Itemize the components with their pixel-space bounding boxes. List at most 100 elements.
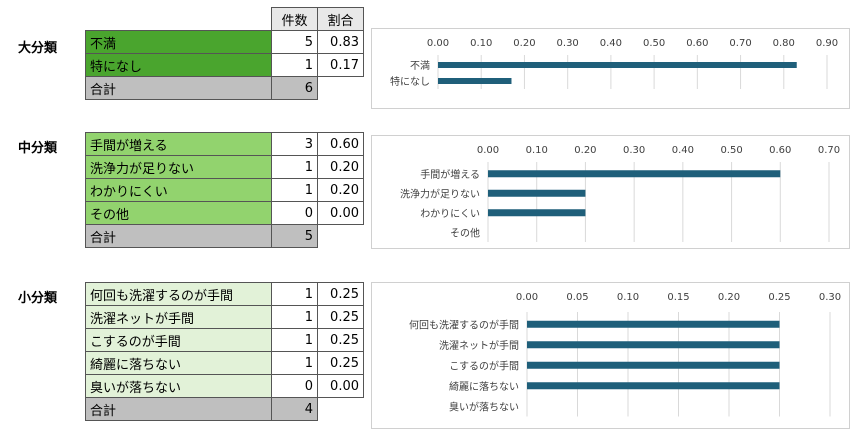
tick-label: 0.20	[513, 38, 535, 49]
ratio-cell[interactable]: 0.60	[317, 132, 364, 156]
category-name-cell[interactable]: その他	[85, 201, 272, 225]
category-label: 特になし	[390, 76, 430, 88]
total-count-cell[interactable]: 6	[271, 76, 318, 100]
category-label: その他	[450, 226, 480, 239]
tick-label: 0.30	[819, 292, 841, 303]
total-count-cell[interactable]: 4	[271, 397, 318, 421]
ratio-cell[interactable]: 0.25	[317, 351, 364, 375]
bar	[438, 78, 512, 84]
small-category-label: 小分類	[18, 291, 58, 306]
category-label: 洗浄力が足りない	[400, 187, 480, 200]
header-row: 件数 割合	[86, 7, 364, 31]
category-name-cell[interactable]: 洗濯ネットが手間	[85, 305, 272, 329]
ratio-cell[interactable]: 0.25	[317, 305, 364, 329]
tick-label: 0.20	[574, 145, 596, 156]
count-cell[interactable]: 1	[271, 351, 318, 375]
category-name-cell[interactable]: わかりにくい	[85, 178, 272, 202]
count-header[interactable]: 件数	[271, 7, 318, 31]
count-cell[interactable]: 1	[271, 178, 318, 202]
small-category-bar-chart: 0.00 0.05 0.10 0.15 0.20 0.25 0.30 何回も洗濯するのが手間洗…	[409, 292, 841, 417]
total-label-cell[interactable]: 合計	[85, 224, 272, 248]
count-cell[interactable]: 0	[271, 201, 318, 225]
count-cell[interactable]: 3	[271, 132, 318, 156]
tick-label: 0.90	[816, 38, 838, 49]
table-row: 何回も洗濯するのが手間 1 0.25	[85, 282, 364, 306]
total-count-cell[interactable]: 5	[271, 224, 318, 248]
count-cell[interactable]: 0	[271, 374, 318, 398]
tick-label: 0.40	[600, 38, 622, 49]
tick-label: 0.10	[470, 38, 492, 49]
bar	[488, 209, 586, 217]
tick-label: 0.05	[566, 292, 588, 303]
bar	[438, 62, 797, 68]
count-cell[interactable]: 1	[271, 53, 318, 77]
tick-label: 0.30	[623, 145, 645, 156]
table-row: こするのが手間 1 0.25	[85, 328, 364, 352]
tick-label: 0.10	[617, 292, 639, 303]
total-row: 合計 4	[85, 397, 364, 421]
ratio-cell[interactable]: 0.25	[317, 282, 364, 306]
count-cell[interactable]: 5	[271, 30, 318, 54]
tick-label: 0.00	[427, 38, 449, 49]
tick-label: 0.50	[643, 38, 665, 49]
large-category-table: 件数 割合 不満 5 0.83 特になし 1 0.17 合計 6	[85, 7, 364, 100]
tick-label: 0.20	[718, 292, 740, 303]
ratio-cell[interactable]: 0.20	[317, 178, 364, 202]
large-category-chart[interactable]: 0.00 0.10 0.20 0.30 0.40 0.50 0.60 0.70 0.80 0.90…	[371, 28, 850, 109]
category-label: こするのが手間	[449, 359, 519, 372]
tick-label: 0.40	[672, 145, 694, 156]
ratio-cell[interactable]: 0.17	[317, 53, 364, 77]
category-label: 綺麗に落ちない	[449, 380, 519, 393]
table-row: 臭いが落ちない 0 0.00	[85, 374, 364, 398]
empty-cell	[318, 398, 364, 421]
count-cell[interactable]: 1	[271, 305, 318, 329]
ratio-cell[interactable]: 0.20	[317, 155, 364, 179]
category-name-cell[interactable]: 綺麗に落ちない	[85, 351, 272, 375]
bar	[488, 189, 586, 197]
tick-label: 0.70	[729, 38, 751, 49]
bar	[527, 341, 780, 349]
category-name-cell[interactable]: 何回も洗濯するのが手間	[85, 282, 272, 306]
ratio-cell[interactable]: 0.00	[317, 201, 364, 225]
category-name-cell[interactable]: こするのが手間	[85, 328, 272, 352]
category-label: 何回も洗濯するのが手間	[409, 318, 519, 331]
bar	[527, 361, 780, 369]
tick-label: 0.70	[818, 145, 840, 156]
category-name-cell[interactable]: 特になし	[85, 53, 272, 77]
middle-category-bar-chart: 0.00 0.10 0.20 0.30 0.40 0.50 0.60 0.70 手間が増える洗浄…	[400, 145, 840, 242]
small-category-chart[interactable]: 0.00 0.05 0.10 0.15 0.20 0.25 0.30 何回も洗濯するのが手間洗…	[371, 282, 850, 429]
count-cell[interactable]: 1	[271, 328, 318, 352]
total-label-cell[interactable]: 合計	[85, 76, 272, 100]
table-row: 不満 5 0.83	[85, 30, 364, 54]
tick-label: 0.00	[477, 145, 499, 156]
tick-label: 0.25	[768, 292, 790, 303]
category-name-cell[interactable]: 手間が増える	[85, 132, 272, 156]
empty-cell	[318, 225, 364, 248]
ratio-cell[interactable]: 0.00	[317, 374, 364, 398]
ratio-cell[interactable]: 0.83	[317, 30, 364, 54]
count-cell[interactable]: 1	[271, 155, 318, 179]
total-label-cell[interactable]: 合計	[85, 397, 272, 421]
table-row: 特になし 1 0.17	[85, 53, 364, 77]
middle-category-table: 手間が増える 3 0.60 洗浄力が足りない 1 0.20 わかりにくい 1 0.20 その他 0 0…	[85, 132, 364, 248]
table-row: 綺麗に落ちない 1 0.25	[85, 351, 364, 375]
tick-label: 0.00	[516, 292, 538, 303]
ratio-cell[interactable]: 0.25	[317, 328, 364, 352]
tick-label: 0.15	[667, 292, 689, 303]
tick-label: 0.60	[686, 38, 708, 49]
count-cell[interactable]: 1	[271, 282, 318, 306]
category-name-cell[interactable]: 洗浄力が足りない	[85, 155, 272, 179]
category-label: 不満	[410, 60, 430, 72]
tick-label: 0.30	[557, 38, 579, 49]
table-row: 手間が増える 3 0.60	[85, 132, 364, 156]
small-category-table: 何回も洗濯するのが手間 1 0.25 洗濯ネットが手間 1 0.25 こするのが手間 1 0.2…	[85, 282, 364, 421]
middle-category-chart[interactable]: 0.00 0.10 0.20 0.30 0.40 0.50 0.60 0.70 手間が増える 洗浄…	[371, 135, 850, 249]
bar	[488, 170, 781, 178]
category-name-cell[interactable]: 臭いが落ちない	[85, 374, 272, 398]
total-row: 合計 5	[85, 224, 364, 248]
bar	[527, 382, 780, 390]
category-label: 手間が増える	[420, 168, 480, 181]
large-category-bar-chart: 0.00 0.10 0.20 0.30 0.40 0.50 0.60 0.70 0.80 0.90…	[390, 38, 838, 89]
category-name-cell[interactable]: 不満	[85, 30, 272, 54]
ratio-header[interactable]: 割合	[317, 7, 364, 31]
